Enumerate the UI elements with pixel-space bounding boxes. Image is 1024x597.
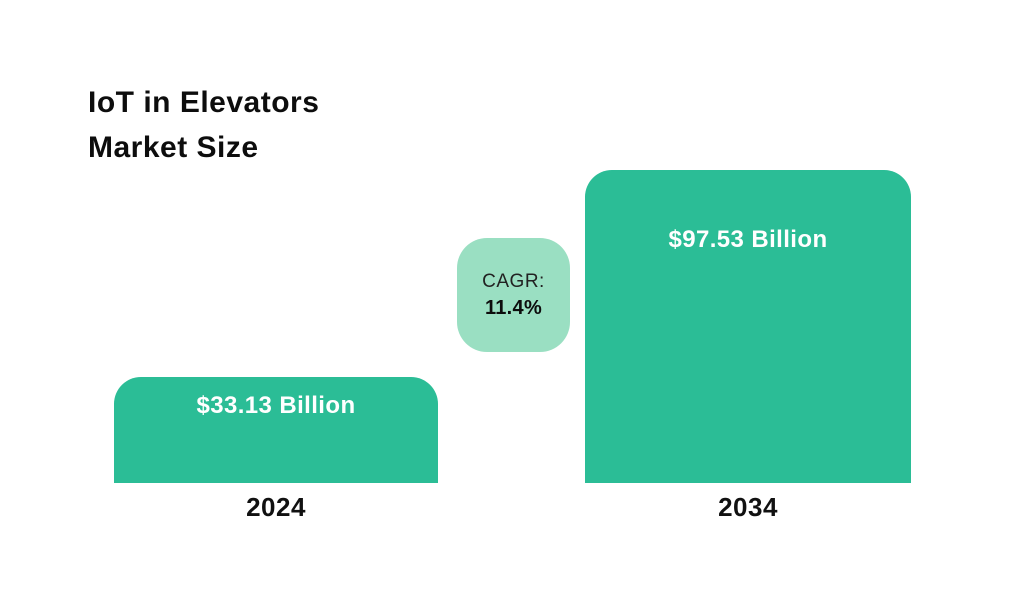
bar-2034: $97.53 Billion [585, 170, 911, 483]
cagr-badge: CAGR: 11.4% [457, 238, 570, 352]
bar-2024: $33.13 Billion [114, 377, 438, 483]
bar-2024-value-label: $33.13 Billion [196, 392, 356, 419]
chart-title: IoT in Elevators Market Size [88, 80, 319, 170]
chart-title-line-2: Market Size [88, 131, 259, 164]
cagr-badge-value: 11.4% [484, 296, 543, 319]
x-axis-label-2034: 2034 [718, 492, 778, 522]
x-axis-label-2024: 2024 [246, 492, 306, 522]
bar-2034-value-label: $97.53 Billion [668, 226, 828, 253]
cagr-badge-label: CAGR: [482, 270, 545, 292]
chart-title-line-1: IoT in Elevators [88, 86, 320, 119]
